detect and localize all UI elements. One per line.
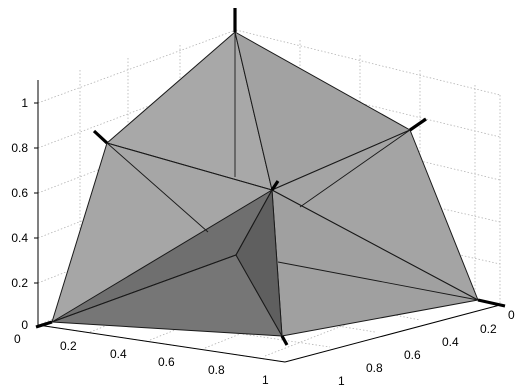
y-tick-label: 1 — [338, 374, 345, 385]
y-tick-label: 0.2 — [480, 322, 497, 336]
polyhedron — [51, 31, 479, 337]
y-axis-ticks: 0 0.2 0.4 0.6 0.8 1 — [338, 308, 515, 385]
x-axis-ticks: 0 0.2 0.4 0.6 0.8 1 — [14, 332, 269, 385]
x-tick-label: 1 — [262, 373, 269, 385]
z-tick-label: 0 — [21, 318, 28, 332]
y-tick-label: 0.8 — [366, 361, 383, 375]
z-tick-label: 0.4 — [11, 231, 28, 245]
y-tick-label: 0 — [508, 308, 515, 322]
x-tick-label: 0.2 — [60, 339, 77, 353]
z-tick-label: 0.2 — [11, 276, 28, 290]
vertex-spikes — [35, 8, 506, 346]
x-tick-label: 0.4 — [110, 347, 127, 361]
axes-frame — [34, 80, 501, 363]
z-axis-ticks: 0 0.2 0.4 0.6 0.8 1 — [11, 96, 28, 332]
z-tick-label: 1 — [21, 96, 28, 110]
y-tick-label: 0.6 — [404, 348, 421, 362]
z-tick-label: 0.8 — [11, 141, 28, 155]
z-tick-label: 0.6 — [11, 186, 28, 200]
y-tick-label: 0.4 — [442, 335, 459, 349]
x-tick-label: 0.6 — [158, 355, 175, 369]
x-tick-label: 0 — [14, 332, 21, 346]
x-tick-label: 0.8 — [208, 363, 225, 377]
